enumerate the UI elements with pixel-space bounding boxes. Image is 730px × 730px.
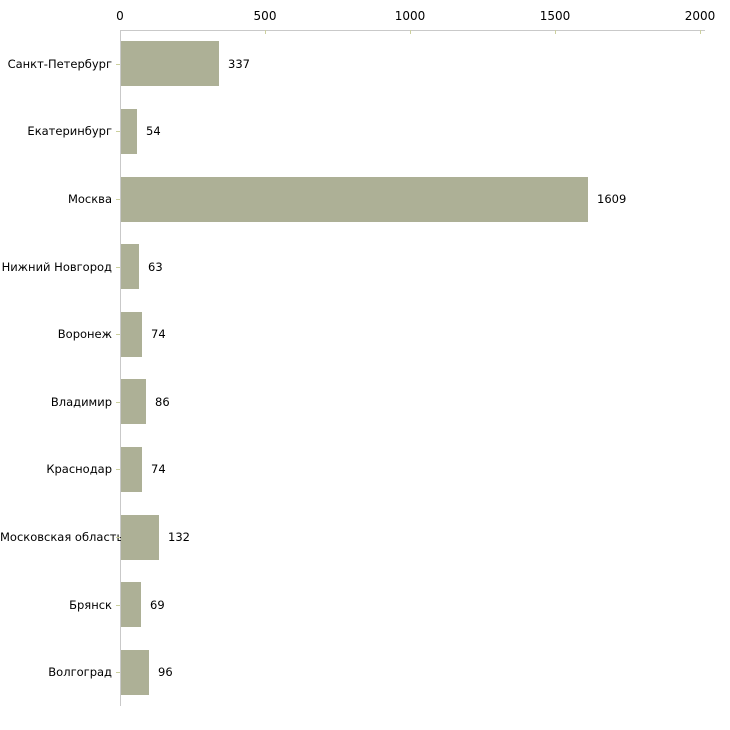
category-label: Московская область: [0, 530, 124, 544]
x-axis-tick-mark: [700, 30, 701, 34]
bar: [121, 582, 141, 628]
bar: [121, 41, 219, 87]
bar: [121, 244, 139, 290]
category-tick-mark: [116, 537, 120, 538]
x-axis-tick-mark: [410, 30, 411, 34]
x-axis-tick-label: 500: [253, 9, 277, 23]
category-tick-mark: [116, 267, 120, 268]
bar: [121, 446, 142, 492]
value-label: 132: [168, 530, 190, 544]
category-label: Воронеж: [57, 327, 112, 342]
bar: [121, 649, 149, 695]
value-label: 96: [158, 665, 173, 680]
category-tick-mark: [116, 605, 120, 606]
x-axis-tick-mark: [265, 30, 266, 34]
category-tick-mark: [116, 334, 120, 335]
value-label: 63: [148, 259, 163, 274]
category-tick-mark: [116, 199, 120, 200]
bar: [121, 108, 137, 154]
x-axis-tick-label: 1500: [539, 9, 571, 23]
category-tick-mark: [116, 131, 120, 132]
bar: [121, 176, 588, 222]
value-label: 74: [151, 327, 166, 342]
value-label: 74: [151, 462, 166, 477]
value-label: 69: [150, 597, 165, 612]
value-label: 86: [155, 394, 170, 409]
category-label: Брянск: [69, 597, 112, 612]
x-axis-tick-label: 1000: [394, 9, 426, 23]
category-label: Москва: [67, 192, 112, 206]
category-tick-mark: [116, 402, 120, 403]
bar: [121, 514, 159, 560]
category-label: Нижний Новгород: [1, 259, 112, 274]
x-axis-tick-mark: [555, 30, 556, 34]
bar: [121, 379, 146, 425]
category-tick-mark: [116, 64, 120, 65]
value-label: 54: [146, 124, 161, 139]
category-label: Волгоград: [48, 665, 112, 680]
category-tick-mark: [116, 672, 120, 673]
value-label: 1609: [597, 192, 627, 206]
x-axis-tick-label: 0: [116, 9, 124, 23]
plot-area: [120, 30, 705, 706]
category-label: Владимир: [50, 394, 112, 409]
category-label: Екатеринбург: [27, 124, 112, 139]
value-label: 337: [228, 56, 250, 71]
bar: [121, 311, 142, 357]
x-axis-tick-label: 2000: [684, 9, 716, 23]
category-label: Санкт-Петербург: [7, 56, 112, 71]
category-label: Краснодар: [46, 462, 112, 477]
category-tick-mark: [116, 469, 120, 470]
